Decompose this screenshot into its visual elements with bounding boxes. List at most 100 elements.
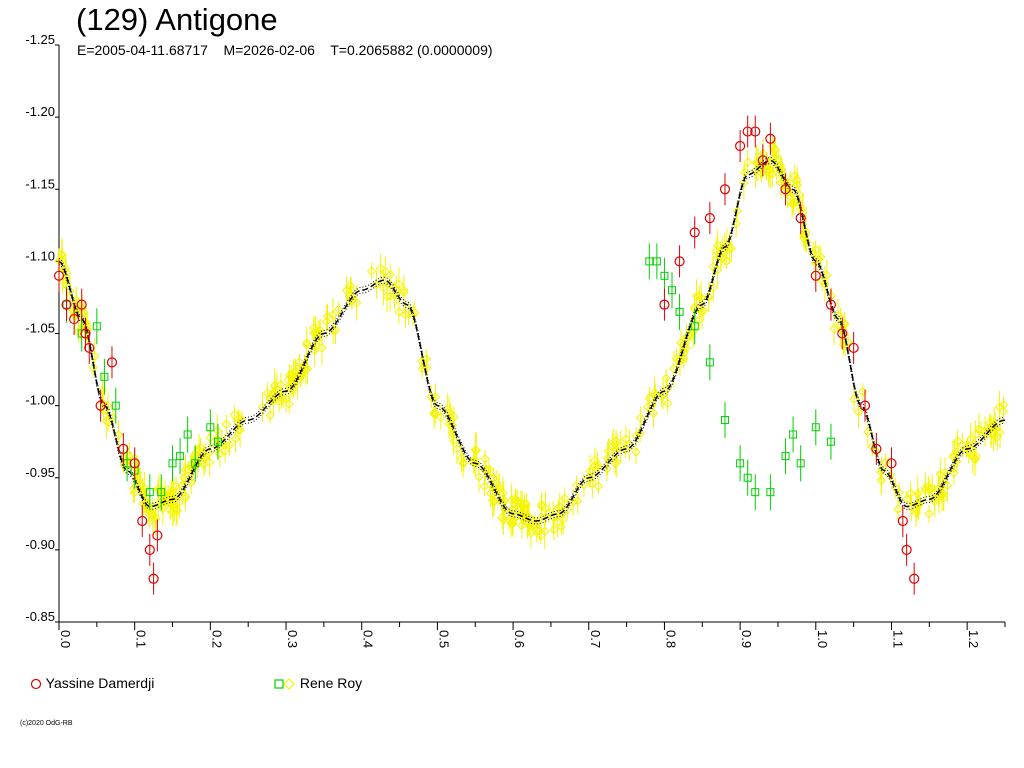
yassine-point: [95, 400, 106, 411]
rene-yellow-point: [756, 168, 767, 178]
yassine-point: [909, 573, 920, 584]
rene-yellow-point: [270, 380, 280, 391]
y-tick-label: -0.85: [25, 609, 55, 624]
rene-yellow-point: [408, 310, 418, 320]
rene-green-point: [92, 322, 101, 331]
rene-green-point: [157, 488, 166, 497]
rene-yellow-point: [775, 161, 786, 171]
rene-yellow-point: [517, 520, 527, 531]
rene-yellow-point: [292, 376, 303, 386]
rene-yellow-point: [528, 520, 538, 530]
rene-yellow-point: [179, 473, 189, 483]
rene-yellow-point: [484, 464, 494, 474]
rene-yellow-point: [166, 486, 177, 497]
rene-yellow-point: [876, 475, 886, 485]
x-tick-label: 0.7: [588, 630, 603, 648]
x-tick-label: 0.2: [209, 630, 224, 648]
rene-yellow-point: [494, 482, 505, 493]
rene-yellow-point: [444, 408, 454, 418]
rene-yellow-point: [568, 497, 578, 507]
rene-green-point: [705, 358, 714, 367]
yassine-point: [137, 515, 148, 527]
rene-yellow-point: [610, 458, 621, 469]
rene-yellow-point: [715, 250, 726, 261]
rene-green-point: [191, 459, 200, 468]
rene-yellow-point: [911, 508, 922, 519]
y-tick-label: -1.15: [25, 176, 55, 191]
rene-yellow-point: [905, 488, 916, 499]
rene-yellow-point: [890, 483, 901, 493]
rene-green-point: [660, 271, 669, 280]
rene-yellow-point: [820, 278, 830, 289]
rene-yellow-point: [57, 251, 67, 261]
rene-yellow-point: [518, 508, 529, 519]
yassine-point: [84, 342, 95, 354]
fit-upper-envelope: [58, 156, 1006, 519]
rene-yellow-point: [429, 409, 439, 420]
rene-yellow-point: [822, 270, 832, 280]
rene-yellow-point: [194, 445, 204, 455]
rene-yellow-point: [351, 298, 362, 308]
rene-yellow-point: [952, 436, 963, 446]
rene-yellow-point: [180, 493, 191, 503]
fit-lower-envelope: [58, 162, 1006, 525]
rene-yellow-point: [603, 446, 614, 456]
yassine-point: [69, 313, 80, 325]
yassine-point: [689, 227, 700, 238]
rene-yellow-point: [385, 291, 395, 301]
y-tick-label: -0.95: [25, 465, 55, 480]
legend-item-yassine: Yassine Damerdji: [30, 675, 154, 691]
rene-yellow-point: [321, 317, 332, 327]
rene-yellow-point: [237, 414, 247, 425]
rene-yellow-point: [257, 402, 268, 413]
rene-yellow-point: [211, 440, 221, 450]
yassine-point: [757, 155, 768, 166]
rene-yellow-point: [459, 458, 469, 468]
rene-yellow-point: [128, 484, 139, 494]
rene-yellow-point: [635, 428, 645, 439]
chart-title: (129) Antigone: [76, 2, 278, 37]
rene-yellow-point: [345, 280, 356, 291]
rene-yellow-point: [992, 432, 1003, 442]
rene-yellow-point: [853, 407, 864, 417]
rene-yellow-point: [189, 455, 200, 465]
rene-yellow-point: [924, 509, 934, 519]
rene-yellow-point: [517, 500, 527, 510]
yassine-point: [76, 299, 87, 310]
rene-yellow-point: [985, 424, 996, 435]
x-tick-label: 0.3: [285, 630, 300, 648]
red-circle-icon: [30, 679, 42, 690]
yassine-point: [825, 299, 837, 310]
yassine-point: [765, 133, 776, 144]
y-tick-label: -0.90: [25, 537, 55, 552]
rene-yellow-point: [893, 504, 903, 514]
yassine-point: [795, 213, 806, 224]
rene-yellow-point: [394, 307, 404, 317]
rene-yellow-point: [593, 481, 604, 491]
rene-yellow-point: [180, 465, 191, 475]
rene-yellow-point: [913, 499, 924, 509]
rene-yellow-point: [485, 479, 496, 489]
rene-yellow-point: [696, 292, 706, 303]
rene-green-point: [781, 452, 790, 461]
x-tick-label: 0.9: [739, 630, 754, 648]
rene-green-point: [168, 459, 177, 468]
y-tick-label: -1.20: [25, 104, 55, 119]
yassine-point: [750, 126, 761, 137]
yassine-point: [848, 342, 859, 354]
rene-yellow-point: [489, 496, 499, 507]
copyright-note: (c)2020 OdG-RB: [20, 720, 73, 727]
rene-yellow-point: [449, 412, 459, 422]
rene-yellow-point: [287, 380, 297, 390]
rene-green-point: [736, 459, 745, 468]
rene-green-point: [796, 459, 805, 468]
rene-yellow-point: [97, 385, 108, 395]
rene-yellow-point: [512, 497, 522, 507]
rene-yellow-point: [974, 424, 984, 434]
rene-yellow-point: [288, 379, 298, 390]
rene-yellow-point: [534, 526, 545, 536]
rene-yellow-point: [558, 514, 568, 525]
rene-green-point: [145, 488, 154, 497]
rene-yellow-point: [134, 475, 145, 485]
rene-yellow-point: [328, 310, 338, 320]
